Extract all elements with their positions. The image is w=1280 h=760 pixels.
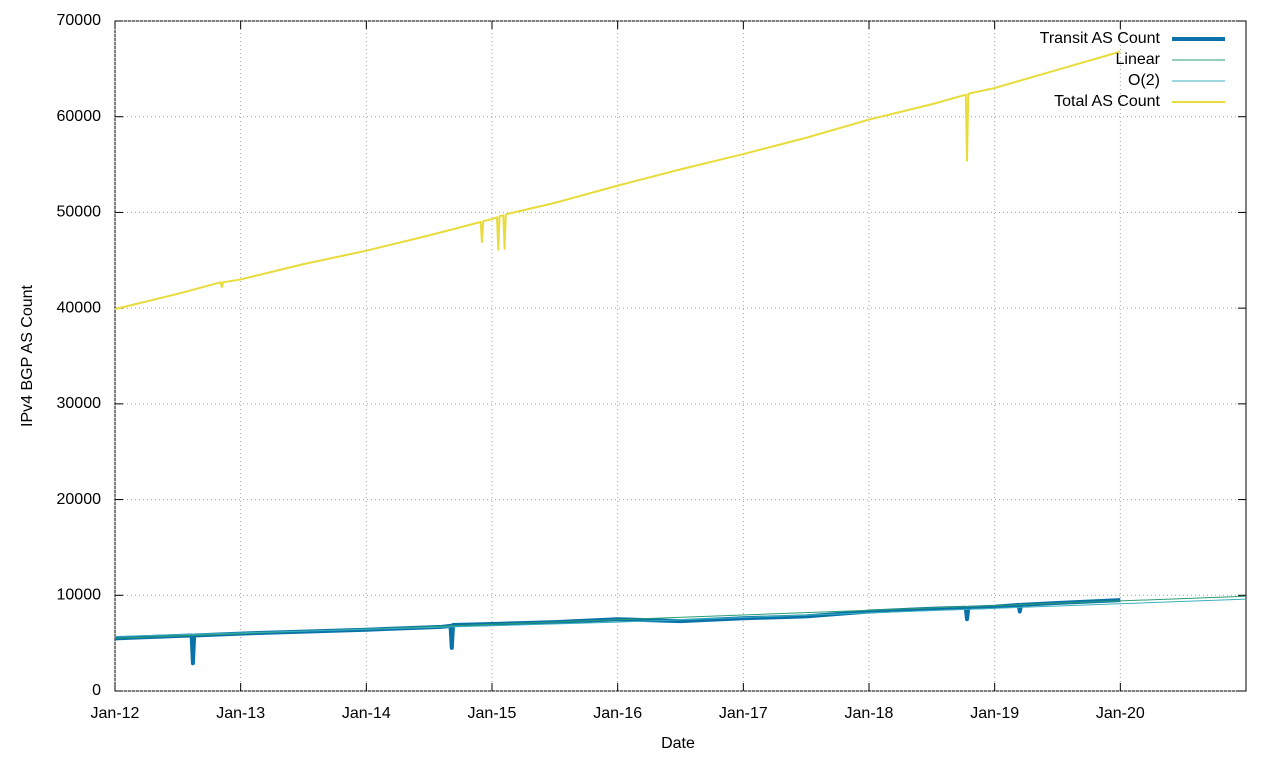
plot-frame — [114, 20, 1247, 692]
x-tick-label: Jan-18 — [845, 705, 894, 722]
x-tick-label: Jan-20 — [1096, 705, 1145, 722]
series-line — [114, 598, 1247, 637]
y-tick-label: 0 — [92, 682, 101, 699]
y-tick-label: 70000 — [57, 12, 102, 29]
x-tick-label: Jan-17 — [719, 705, 768, 722]
x-tick-label: Jan-12 — [91, 705, 140, 722]
x-axis-label: Date — [661, 735, 695, 752]
x-tick-label: Jan-19 — [970, 705, 1019, 722]
y-tick-label: 30000 — [57, 395, 102, 412]
y-tick-label: 40000 — [57, 299, 102, 316]
legend-label: O(2) — [1128, 72, 1160, 89]
legend-label: Total AS Count — [1054, 93, 1160, 110]
y-axis-label: IPv4 BGP AS Count — [19, 284, 36, 427]
x-tick-label: Jan-15 — [468, 705, 517, 722]
legend-label: Linear — [1116, 51, 1161, 68]
x-tick-label: Jan-13 — [216, 705, 265, 722]
y-tick-label: 60000 — [57, 108, 102, 125]
x-tick-label: Jan-14 — [342, 705, 391, 722]
series-line — [114, 50, 1121, 311]
x-tick-label: Jan-16 — [593, 705, 642, 722]
legend-label: Transit AS Count — [1040, 30, 1161, 47]
y-tick-label: 10000 — [57, 587, 102, 604]
y-tick-label: 50000 — [57, 204, 102, 221]
y-tick-label: 20000 — [57, 491, 102, 508]
